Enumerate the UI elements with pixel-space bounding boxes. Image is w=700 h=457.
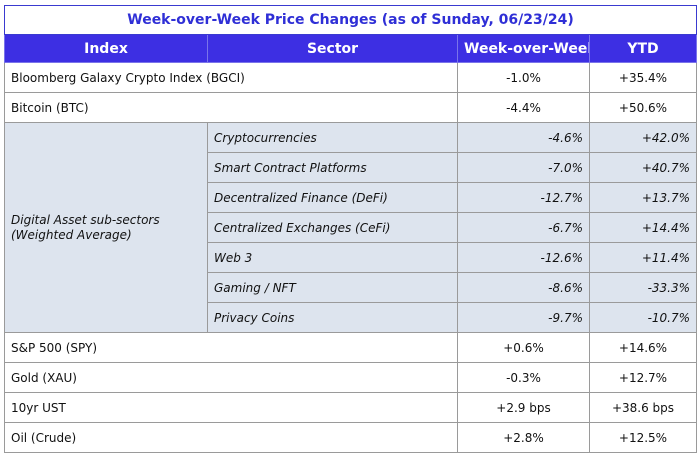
table-row: S&P 500 (SPY) +0.6% +14.6% [4,332,698,363]
wow-value: -9.7% [457,302,590,333]
table-row: Oil (Crude) +2.8% +12.5% [4,422,698,453]
ytd-value: -33.3% [588,272,698,303]
wow-value: -7.0% [457,152,590,183]
sector-name: Centralized Exchanges (CeFi) [207,212,458,243]
sector-name: Gaming / NFT [207,272,458,303]
ytd-value: +38.6 bps [588,392,698,423]
subsector-row: Smart Contract Platforms -7.0% +40.7% [5,152,698,183]
subsector-row: Centralized Exchanges (CeFi) -6.7% +14.4… [5,212,698,243]
wow-value: +2.8% [457,422,590,453]
index-name: Bitcoin (BTC) [4,92,458,123]
wow-value: -8.6% [457,272,590,303]
sector-name: Smart Contract Platforms [207,152,458,183]
ytd-value: +14.4% [588,212,698,243]
wow-value: -4.6% [457,122,590,153]
subsector-row: Web 3 -12.6% +11.4% [5,242,698,273]
header-row: Index Sector Week-over-Week YTD [4,34,698,63]
index-name: 10yr UST [4,392,458,423]
index-name: Gold (XAU) [4,362,458,393]
price-changes-table-container: Week-over-Week Price Changes (as of Sund… [3,5,698,453]
subsector-row: Digital Asset sub-sectors (Weighted Aver… [4,122,698,333]
wow-value: +0.6% [457,332,590,363]
title-row: Week-over-Week Price Changes (as of Sund… [3,5,698,35]
wow-value: -4.4% [457,92,590,123]
table-row: Bloomberg Galaxy Crypto Index (BGCI) -1.… [4,62,698,93]
header-week-over-week: Week-over-Week [457,34,590,63]
subsector-row: Decentralized Finance (DeFi) -12.7% +13.… [5,182,698,213]
table-row: Bitcoin (BTC) -4.4% +50.6% [4,92,698,123]
wow-value: -12.7% [457,182,590,213]
sector-name: Privacy Coins [207,302,458,333]
table-row: Gold (XAU) -0.3% +12.7% [4,362,698,393]
wow-value: -12.6% [457,242,590,273]
ytd-value: +14.6% [588,332,698,363]
wow-value: -6.7% [457,212,590,243]
ytd-value: +12.5% [588,422,698,453]
index-name: Oil (Crude) [4,422,458,453]
ytd-value: +12.7% [588,362,698,393]
table-row: 10yr UST +2.9 bps +38.6 bps [4,392,698,423]
subsector-group-label: Digital Asset sub-sectors (Weighted Aver… [4,122,208,333]
wow-value: -1.0% [457,62,590,93]
subsector-row: Gaming / NFT -8.6% -33.3% [5,272,698,303]
ytd-value: +42.0% [588,122,698,153]
ytd-value: +11.4% [588,242,698,273]
sector-name: Web 3 [207,242,458,273]
header-ytd: YTD [588,34,698,63]
table-title: Week-over-Week Price Changes (as of Sund… [3,5,698,35]
ytd-value: +13.7% [588,182,698,213]
ytd-value: -10.7% [588,302,698,333]
ytd-value: +35.4% [588,62,698,93]
header-index: Index [4,34,208,63]
index-name: S&P 500 (SPY) [4,332,458,363]
wow-value: +2.9 bps [457,392,590,423]
wow-value: -0.3% [457,362,590,393]
price-changes-table: Week-over-Week Price Changes (as of Sund… [3,5,698,453]
ytd-value: +40.7% [588,152,698,183]
header-sector: Sector [207,34,458,63]
sector-name: Cryptocurrencies [207,122,458,153]
sector-name: Decentralized Finance (DeFi) [207,182,458,213]
index-name: Bloomberg Galaxy Crypto Index (BGCI) [4,62,458,93]
ytd-value: +50.6% [588,92,698,123]
